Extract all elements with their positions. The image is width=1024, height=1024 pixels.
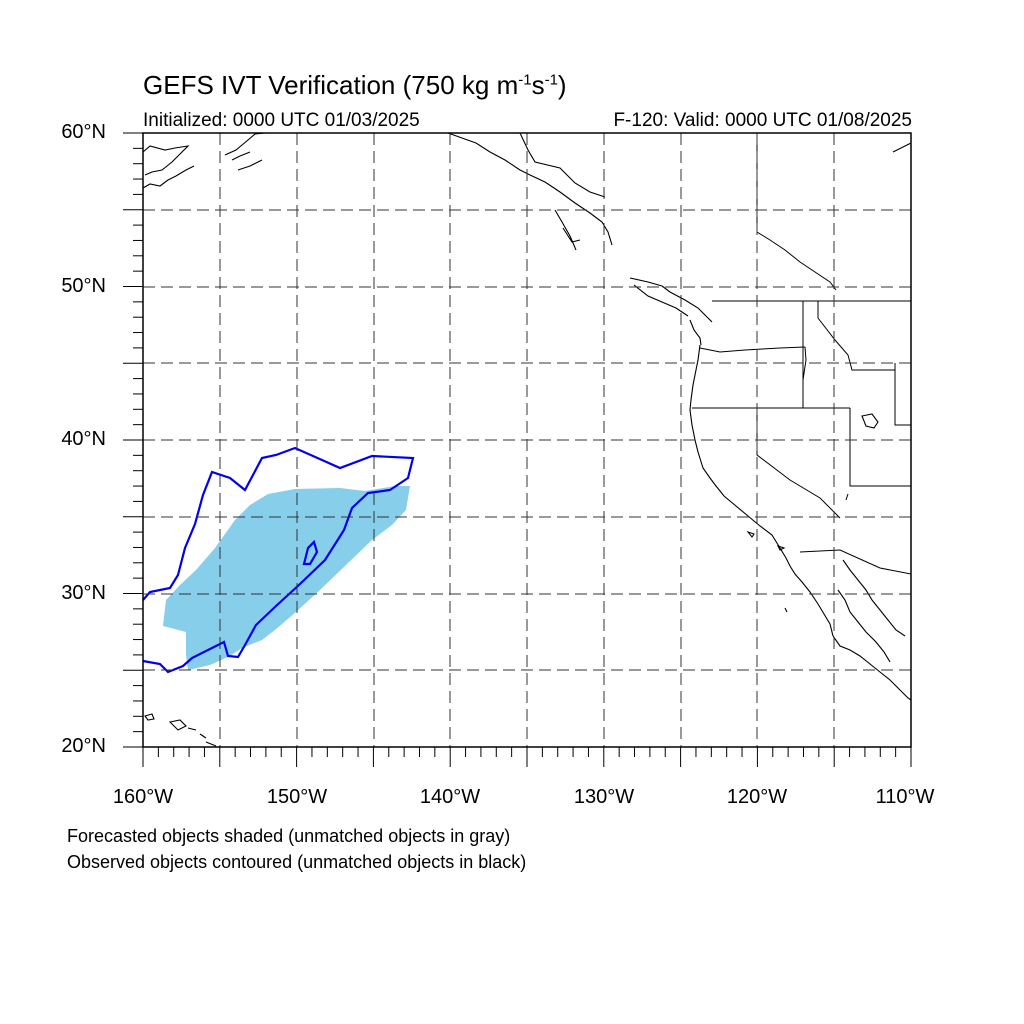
coastlines (142, 132, 912, 747)
lon-label-120w: 120°W (726, 786, 788, 808)
grid-lines (143, 133, 911, 747)
chart-title: GEFS IVT Verification (750 kg m-1s-1) (143, 70, 567, 100)
legend-note-observed: Observed objects contoured (unmatched ob… (67, 852, 527, 872)
lat-label-20n: 20°N (61, 735, 106, 757)
political-borders (692, 133, 912, 575)
forecast-object-shaded (163, 486, 410, 670)
initialized-time: Initialized: 0000 UTC 01/03/2025 (143, 110, 420, 131)
axis-ticks (123, 132, 912, 767)
lon-label-160w: 160°W (112, 786, 174, 808)
lat-label-50n: 50°N (61, 275, 106, 297)
legend-note-forecast: Forecasted objects shaded (unmatched obj… (67, 826, 511, 846)
observed-object-contour-inner (302, 539, 319, 566)
lon-label-130w: 130°W (573, 786, 635, 808)
lon-label-150w: 150°W (266, 786, 328, 808)
observed-object-contour (142, 446, 415, 674)
lon-label-110w: 110°W (875, 786, 935, 808)
lat-label-40n: 40°N (61, 428, 106, 450)
lat-label-30n: 30°N (61, 582, 106, 604)
lat-label-60n: 60°N (61, 121, 106, 143)
valid-time: F-120: Valid: 0000 UTC 01/08/2025 (613, 110, 912, 131)
lon-label-140w: 140°W (419, 786, 481, 808)
